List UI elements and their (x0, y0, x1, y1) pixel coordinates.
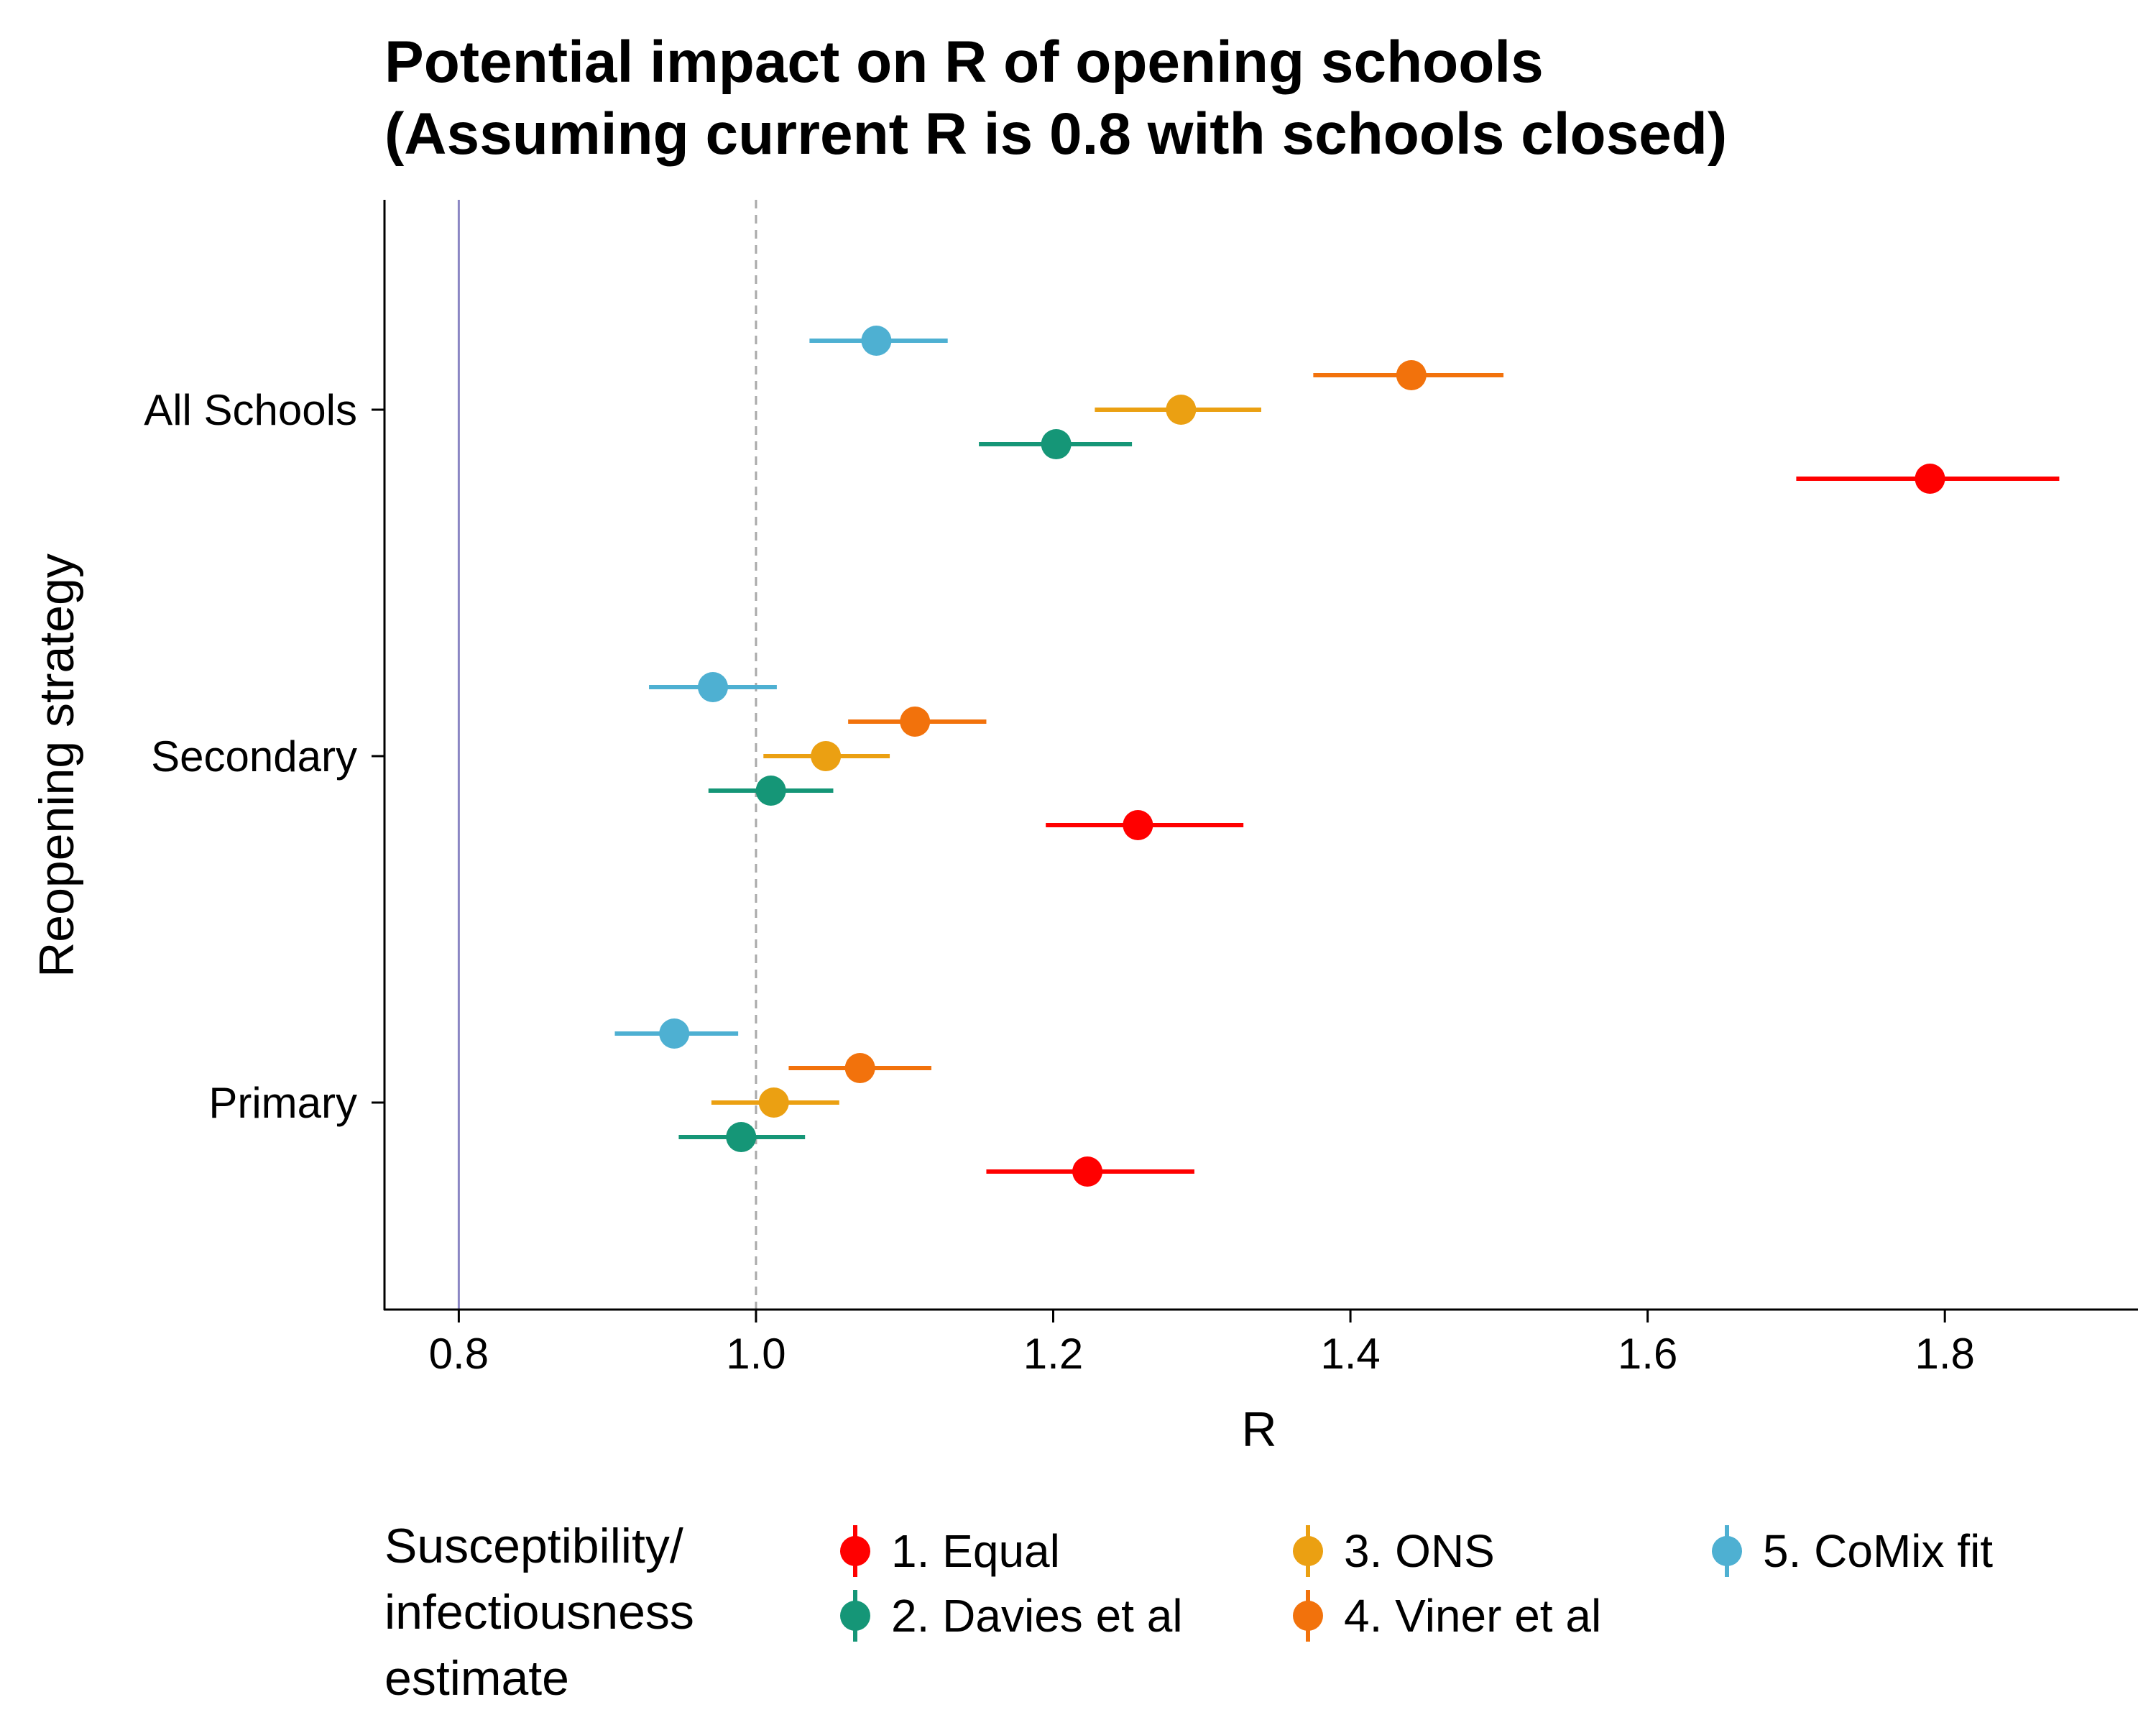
data-point (1072, 1156, 1103, 1187)
legend-label: 4. Viner et al (1344, 1590, 1602, 1642)
data-point (1915, 464, 1945, 494)
data-point (755, 776, 786, 806)
data-point (726, 1122, 757, 1152)
legend-key (840, 1590, 870, 1642)
data-point (659, 1018, 690, 1049)
legend-key (1293, 1590, 1323, 1642)
data-point (1396, 360, 1427, 390)
legend-key (1293, 1525, 1323, 1577)
legend-key (840, 1525, 870, 1577)
data-point (697, 672, 728, 702)
x-tick-label: 1.6 (1618, 1330, 1677, 1378)
data-point (900, 707, 931, 737)
chart-title-line1: Potential impact on R of opening schools (384, 29, 1544, 95)
data-point (1123, 810, 1153, 840)
chart-title-line2: (Assuming current R is 0.8 with schools … (384, 101, 1728, 167)
y-tick-label: Primary (208, 1079, 357, 1127)
legend-label: 3. ONS (1344, 1525, 1495, 1577)
x-tick-label: 1.2 (1023, 1330, 1083, 1378)
data-point (1041, 429, 1072, 459)
y-tick-label: Secondary (151, 732, 357, 781)
legend-key (1712, 1525, 1742, 1577)
legend-label: 1. Equal (891, 1525, 1060, 1577)
data-point (811, 741, 842, 771)
data-point (1166, 395, 1197, 425)
data-point (758, 1087, 789, 1118)
data-point (861, 326, 892, 356)
x-tick-label: 1.0 (726, 1330, 786, 1378)
legend-title: Susceptibility/ infectiousness estimate (384, 1519, 694, 1706)
x-tick-label: 0.8 (429, 1330, 489, 1378)
y-tick-label: All Schools (144, 386, 357, 434)
y-axis-title: Reopening strategy (29, 553, 84, 978)
legend-label: 5. CoMix fit (1763, 1525, 1994, 1577)
x-tick-label: 1.8 (1915, 1330, 1974, 1378)
data-point (844, 1053, 875, 1083)
x-axis-title: R (1241, 1402, 1276, 1457)
legend-label: 2. Davies et al (891, 1590, 1183, 1642)
x-tick-label: 1.4 (1320, 1330, 1380, 1378)
